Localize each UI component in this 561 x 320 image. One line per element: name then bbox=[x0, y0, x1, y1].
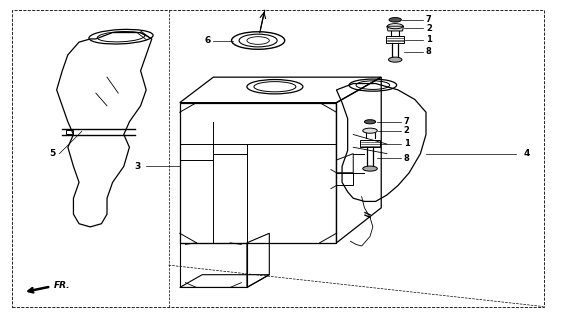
Text: 2: 2 bbox=[426, 24, 432, 33]
Ellipse shape bbox=[389, 57, 402, 62]
Text: 8: 8 bbox=[403, 154, 410, 163]
Text: 5: 5 bbox=[49, 149, 56, 158]
Ellipse shape bbox=[363, 128, 378, 133]
Text: FR.: FR. bbox=[54, 281, 70, 290]
Text: 7: 7 bbox=[403, 117, 410, 126]
Ellipse shape bbox=[363, 166, 378, 171]
Text: 6: 6 bbox=[204, 36, 210, 45]
Text: 2: 2 bbox=[403, 126, 410, 135]
Text: 7: 7 bbox=[426, 15, 432, 24]
Polygon shape bbox=[387, 26, 403, 31]
Ellipse shape bbox=[389, 18, 401, 22]
Text: 3: 3 bbox=[134, 162, 141, 171]
Text: 1: 1 bbox=[426, 35, 432, 44]
Text: 1: 1 bbox=[403, 139, 410, 148]
Text: 8: 8 bbox=[426, 47, 432, 56]
Text: 4: 4 bbox=[524, 149, 530, 158]
Ellipse shape bbox=[365, 120, 376, 124]
